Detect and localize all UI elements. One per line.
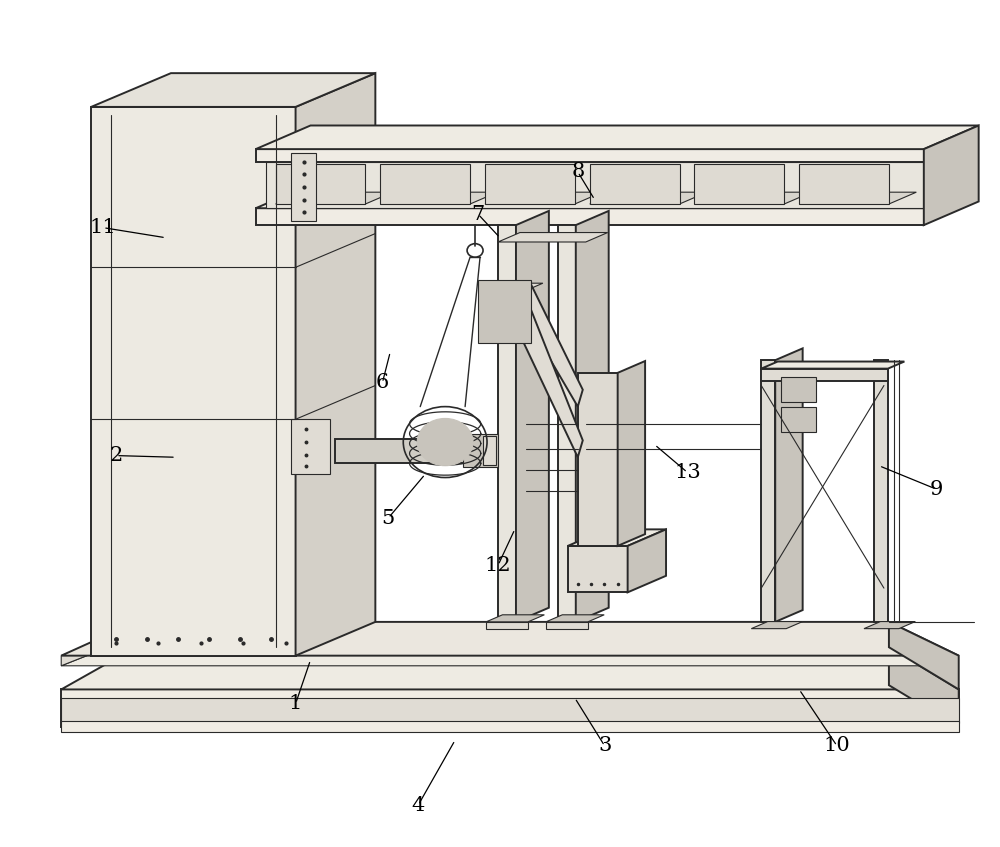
Polygon shape: [546, 615, 604, 622]
Polygon shape: [781, 377, 816, 402]
Polygon shape: [781, 407, 816, 432]
Polygon shape: [889, 622, 959, 689]
Polygon shape: [61, 698, 959, 723]
Polygon shape: [628, 529, 666, 592]
Polygon shape: [558, 225, 576, 622]
Polygon shape: [751, 622, 803, 628]
Polygon shape: [889, 647, 959, 728]
Polygon shape: [335, 439, 468, 463]
Polygon shape: [761, 362, 904, 368]
Polygon shape: [924, 125, 979, 225]
Text: 11: 11: [90, 219, 116, 237]
Polygon shape: [463, 435, 498, 467]
Polygon shape: [568, 529, 666, 546]
Polygon shape: [485, 192, 602, 204]
Polygon shape: [498, 233, 608, 242]
Polygon shape: [256, 125, 979, 149]
Polygon shape: [61, 647, 959, 689]
Polygon shape: [874, 360, 888, 622]
Polygon shape: [799, 192, 916, 204]
Polygon shape: [276, 164, 365, 204]
Polygon shape: [276, 192, 393, 204]
Polygon shape: [516, 309, 583, 457]
Polygon shape: [799, 164, 889, 204]
Polygon shape: [478, 280, 531, 343]
Polygon shape: [61, 721, 959, 732]
Text: 5: 5: [382, 508, 395, 528]
Text: 10: 10: [824, 737, 850, 756]
Polygon shape: [761, 360, 775, 622]
Polygon shape: [694, 192, 812, 204]
Polygon shape: [256, 208, 924, 225]
Text: 7: 7: [471, 205, 485, 224]
Polygon shape: [486, 615, 544, 622]
Polygon shape: [380, 192, 498, 204]
Text: 12: 12: [485, 556, 511, 575]
Text: 13: 13: [674, 463, 701, 482]
Polygon shape: [483, 436, 496, 465]
Polygon shape: [296, 73, 375, 656]
Polygon shape: [864, 622, 915, 628]
Polygon shape: [486, 622, 528, 628]
Polygon shape: [516, 211, 549, 622]
Text: 3: 3: [598, 737, 611, 756]
Polygon shape: [91, 107, 296, 656]
Polygon shape: [761, 368, 888, 381]
Polygon shape: [61, 626, 136, 666]
Polygon shape: [576, 211, 609, 622]
Polygon shape: [61, 636, 959, 666]
Text: 8: 8: [571, 163, 584, 181]
Polygon shape: [590, 164, 680, 204]
Polygon shape: [694, 164, 784, 204]
Polygon shape: [498, 225, 516, 622]
Text: 2: 2: [109, 446, 123, 465]
Polygon shape: [578, 373, 618, 546]
Circle shape: [417, 418, 473, 466]
Text: 9: 9: [930, 480, 943, 499]
Polygon shape: [618, 361, 645, 546]
Polygon shape: [485, 164, 575, 204]
Text: 1: 1: [289, 695, 302, 713]
Polygon shape: [568, 546, 628, 592]
Polygon shape: [266, 162, 934, 208]
Polygon shape: [291, 153, 316, 221]
Polygon shape: [483, 283, 543, 293]
Polygon shape: [256, 149, 924, 162]
Polygon shape: [91, 73, 375, 107]
Text: 4: 4: [412, 795, 425, 815]
Polygon shape: [590, 192, 707, 204]
Polygon shape: [546, 622, 588, 628]
Polygon shape: [516, 285, 583, 407]
Polygon shape: [61, 622, 959, 656]
Polygon shape: [291, 419, 330, 474]
Text: 6: 6: [376, 374, 389, 392]
Polygon shape: [380, 164, 470, 204]
Polygon shape: [775, 348, 803, 622]
Polygon shape: [256, 185, 979, 208]
Polygon shape: [61, 689, 959, 728]
